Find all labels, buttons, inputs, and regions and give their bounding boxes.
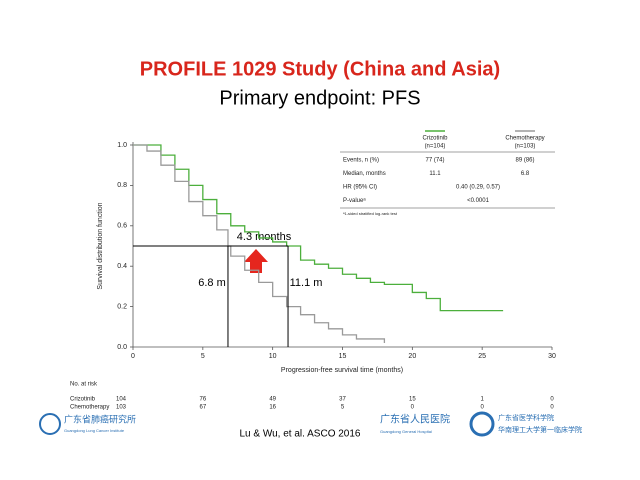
y-tick-label: 0.2 (117, 303, 127, 310)
logo-text: Guangdong Lung Cancer Institute (64, 428, 125, 433)
x-tick-label: 5 (201, 353, 205, 360)
logo-text: 广东省医学科学院 (498, 413, 554, 422)
table-cell: <0.0001 (467, 198, 490, 204)
y-tick-label: 1.0 (117, 142, 127, 149)
at-risk-count: 49 (269, 397, 276, 403)
at-risk-count: 67 (199, 405, 206, 411)
annotation: 4.3 months (237, 231, 292, 243)
table-cell: 11.1 (429, 171, 441, 177)
table-row-label: Events, n (%) (343, 158, 379, 164)
annotation: 6.8 m (198, 277, 226, 289)
arrow (244, 249, 268, 273)
x-tick-label: 25 (478, 353, 486, 360)
table-cell: 89 (86) (515, 158, 534, 164)
y-tick-label: 0.0 (117, 344, 127, 351)
legend-n: (n=103) (515, 144, 536, 150)
at-risk-count: 16 (269, 405, 276, 411)
at-risk-count: 0 (480, 405, 484, 411)
legend-label: Chemotherapy (505, 136, 544, 142)
at-risk-count: 37 (339, 397, 346, 403)
at-risk-count: 76 (199, 397, 206, 403)
y-axis-label: Survival distribution function (97, 202, 104, 289)
x-tick-label: 15 (339, 353, 347, 360)
logo-text: 广东省人民医院 (380, 413, 450, 426)
at-risk-count: 0 (411, 405, 415, 411)
at-risk-count: 104 (116, 397, 127, 403)
logo-icon (39, 413, 61, 435)
logo-text: Guangdong General Hospital (380, 429, 432, 434)
x-tick-label: 20 (408, 353, 416, 360)
y-tick-label: 0.8 (117, 182, 127, 189)
at-risk-count: 0 (550, 397, 554, 403)
slide-title: PROFILE 1029 Study (China and Asia) (140, 58, 500, 80)
table-cell: 0.40 (0.29, 0.57) (456, 185, 500, 191)
at-risk-count: 1 (480, 397, 484, 403)
at-risk-count: 5 (341, 405, 345, 411)
citation: Lu & Wu, et al. ASCO 2016 (240, 429, 361, 440)
at-risk-count: 103 (116, 405, 127, 411)
at-risk-label: Chemotherapy (70, 405, 109, 411)
y-tick-label: 0.6 (117, 223, 127, 230)
y-tick-label: 0.4 (117, 263, 127, 270)
table-row-label: P-valueᵃ (343, 198, 366, 204)
annotation: 11.1 m (290, 277, 323, 289)
at-risk-count: 15 (409, 397, 416, 403)
logo-icon (469, 411, 495, 437)
legend-n: (n=104) (425, 144, 446, 150)
table-row-label: HR (95% CI) (343, 185, 377, 191)
logo-text: 华南理工大学第一临床学院 (498, 425, 582, 434)
x-tick-label: 30 (548, 353, 556, 360)
table-footnote: ᵃ1-sided stratified log-rank test (343, 211, 398, 216)
legend-label: Crizotinib (422, 136, 448, 142)
at-risk-count: 0 (550, 405, 554, 411)
x-tick-label: 0 (131, 353, 135, 360)
table-row-label: Median, months (343, 171, 386, 177)
x-tick-label: 10 (269, 353, 277, 360)
at-risk-title: No. at risk (70, 382, 98, 388)
x-axis-label: Progression-free survival time (months) (281, 367, 403, 374)
survival-curve (133, 144, 386, 343)
at-risk-label: Crizotinib (70, 397, 96, 403)
logo-text: 广东省肺癌研究所 (64, 413, 136, 424)
slide-subtitle: Primary endpoint: PFS (219, 87, 420, 109)
table-cell: 6.8 (521, 171, 530, 177)
table-cell: 77 (74) (425, 158, 444, 164)
